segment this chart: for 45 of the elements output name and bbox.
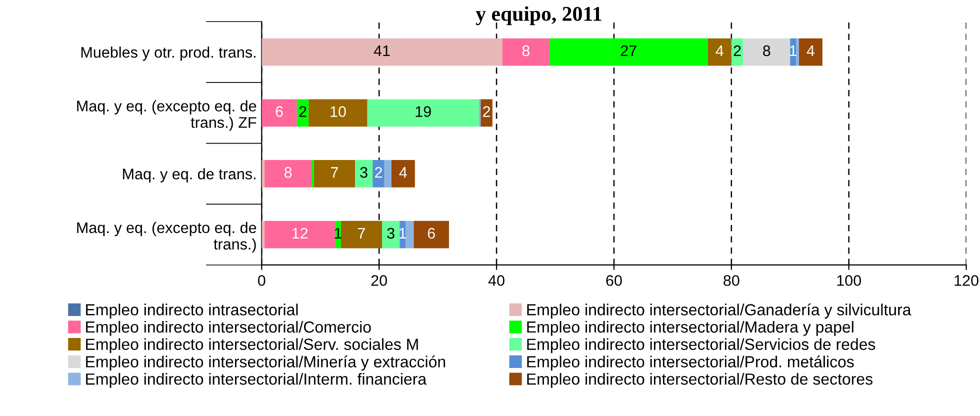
legend-label: Empleo indirecto intersectorial/Serv. sociales M bbox=[86, 338, 418, 354]
x-tick-label: 60 bbox=[606, 275, 622, 286]
data-label: 2 bbox=[483, 106, 490, 117]
data-label: 27 bbox=[620, 45, 636, 56]
data-label: 6 bbox=[276, 106, 283, 117]
x-tick-label: 0 bbox=[258, 275, 266, 286]
data-label: 4 bbox=[399, 167, 407, 178]
x-tick-label: 120 bbox=[954, 275, 978, 286]
data-label: 8 bbox=[763, 45, 770, 56]
x-tick-label: 40 bbox=[488, 275, 504, 286]
legend-label: Empleo indirecto intersectorial/Interm. financiera bbox=[86, 373, 427, 388]
data-label: 3 bbox=[387, 228, 394, 239]
data-label: 12 bbox=[292, 228, 308, 239]
legend-label: Empleo indirecto intersectorial/Prod. metálicos bbox=[527, 356, 854, 371]
x-tick-label: 20 bbox=[371, 275, 387, 286]
data-label: 2 bbox=[734, 45, 741, 56]
data-label: 1 bbox=[400, 228, 406, 239]
legend-label: Empleo indirecto intersectorial/Minería y extracción bbox=[86, 356, 446, 371]
data-label: 3 bbox=[360, 167, 368, 178]
data-label: 8 bbox=[522, 45, 530, 56]
data-label: 4 bbox=[806, 45, 814, 56]
legend-label: Empleo indirecto intersectorial/Resto de sectores bbox=[527, 373, 872, 388]
data-label: 7 bbox=[331, 167, 338, 178]
data-label: 8 bbox=[284, 167, 292, 178]
chart-title: y equipo, 2011 bbox=[476, 6, 602, 26]
data-label: 19 bbox=[416, 106, 431, 117]
y-tick-label: Maq. y eq. de trans. bbox=[123, 168, 256, 182]
x-tick-label: 80 bbox=[724, 275, 740, 286]
data-label: 2 bbox=[299, 106, 306, 117]
y-tick-label: Muebles y otr. prod. trans. bbox=[81, 46, 256, 61]
x-tick-label: 100 bbox=[837, 275, 861, 286]
data-label: 6 bbox=[428, 228, 435, 239]
data-label: 1 bbox=[790, 45, 797, 56]
legend-label: Empleo indirecto intersectorial/Ganadería y silvicultura bbox=[527, 303, 912, 319]
data-label: 41 bbox=[374, 45, 390, 56]
legend-label: Empleo indirecto intrasectorial bbox=[86, 304, 298, 319]
y-tick-label: Maq. y eq. (excepto eq. de trans.) bbox=[77, 222, 256, 253]
data-label: 2 bbox=[375, 167, 382, 178]
legend-label: Empleo indirecto intersectorial/Servicios de redes bbox=[527, 338, 876, 354]
data-label: 10 bbox=[330, 106, 346, 117]
y-tick-label: Maq. y eq. (excepto eq. de trans.) ZF bbox=[77, 100, 256, 131]
legend-label: Empleo indirecto intersectorial/Comercio bbox=[86, 320, 371, 336]
data-label: 4 bbox=[716, 45, 724, 56]
data-label: 7 bbox=[358, 228, 365, 239]
legend-label: Empleo indirecto intersectorial/Madera y papel bbox=[527, 320, 854, 336]
